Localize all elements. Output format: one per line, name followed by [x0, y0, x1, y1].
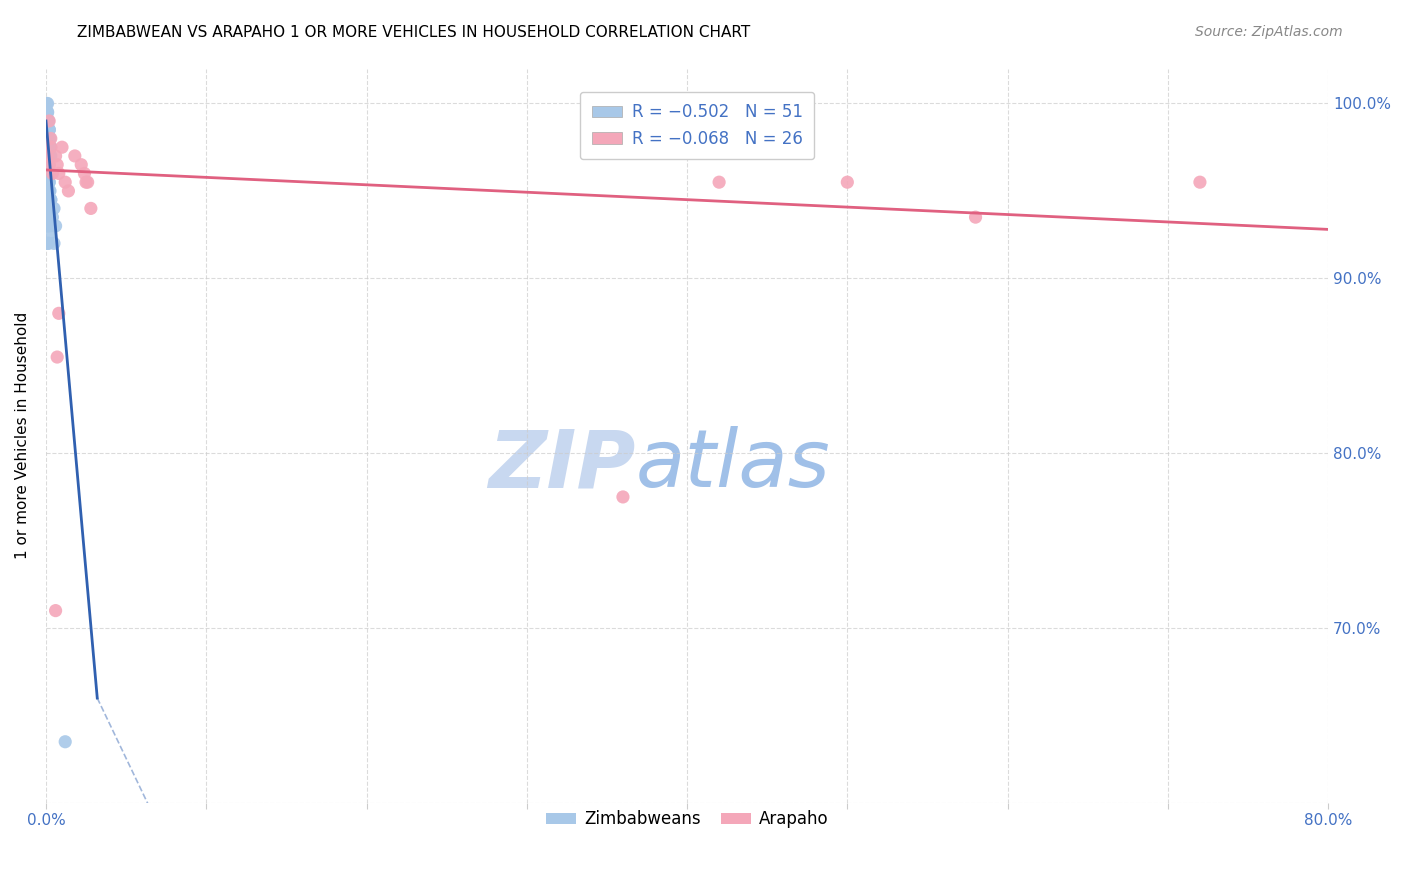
Point: [58, 184, 80, 198]
Point: [837, 175, 859, 189]
Point: [37, 236, 59, 251]
Point: [48, 166, 70, 180]
Point: [46, 350, 69, 364]
Point: [37, 149, 59, 163]
Point: [39, 140, 62, 154]
Point: [37, 114, 59, 128]
Point: [39, 184, 62, 198]
Point: [53, 735, 76, 749]
Point: [38, 158, 60, 172]
Point: [39, 140, 62, 154]
Point: [48, 306, 70, 320]
Point: [39, 131, 62, 145]
Point: [53, 175, 76, 189]
Point: [37, 122, 59, 136]
Point: [38, 219, 60, 233]
Point: [38, 122, 60, 136]
Point: [73, 166, 96, 180]
Point: [39, 193, 62, 207]
Point: [37, 210, 59, 224]
Point: [37, 131, 59, 145]
Point: [37, 158, 59, 172]
Text: Source: ZipAtlas.com: Source: ZipAtlas.com: [1195, 25, 1343, 39]
Text: ZIP: ZIP: [488, 426, 636, 504]
Point: [35, 96, 58, 111]
Point: [37, 202, 59, 216]
Point: [39, 131, 62, 145]
Point: [45, 219, 67, 233]
Legend: Zimbabweans, Arapaho: Zimbabweans, Arapaho: [538, 804, 835, 835]
Point: [38, 184, 60, 198]
Point: [39, 149, 62, 163]
Point: [1188, 175, 1211, 189]
Point: [38, 158, 60, 172]
Point: [37, 158, 59, 172]
Point: [37, 149, 59, 163]
Point: [37, 184, 59, 198]
Point: [37, 166, 59, 180]
Point: [42, 236, 65, 251]
Text: atlas: atlas: [636, 426, 831, 504]
Point: [70, 158, 93, 172]
Point: [75, 175, 97, 189]
Point: [39, 193, 62, 207]
Point: [42, 202, 65, 216]
Point: [38, 175, 60, 189]
Point: [37, 96, 59, 111]
Point: [38, 122, 60, 136]
Point: [37, 140, 59, 154]
Point: [37, 114, 59, 128]
Point: [38, 175, 60, 189]
Point: [37, 193, 59, 207]
Point: [37, 114, 59, 128]
Point: [45, 149, 67, 163]
Point: [37, 236, 59, 251]
Point: [37, 166, 59, 180]
Point: [80, 202, 103, 216]
Point: [707, 175, 730, 189]
Point: [37, 105, 59, 120]
Y-axis label: 1 or more Vehicles in Household: 1 or more Vehicles in Household: [15, 312, 30, 559]
Point: [38, 114, 60, 128]
Point: [38, 149, 60, 163]
Point: [39, 140, 62, 154]
Point: [37, 202, 59, 216]
Point: [76, 175, 98, 189]
Point: [37, 219, 59, 233]
Point: [37, 131, 59, 145]
Point: [37, 149, 59, 163]
Text: ZIMBABWEAN VS ARAPAHO 1 OR MORE VEHICLES IN HOUSEHOLD CORRELATION CHART: ZIMBABWEAN VS ARAPAHO 1 OR MORE VEHICLES…: [77, 25, 751, 40]
Point: [46, 158, 69, 172]
Point: [37, 140, 59, 154]
Point: [37, 105, 59, 120]
Point: [612, 490, 634, 504]
Point: [63, 149, 86, 163]
Point: [45, 604, 67, 618]
Point: [38, 227, 60, 242]
Point: [37, 114, 59, 128]
Point: [38, 122, 60, 136]
Point: [38, 140, 60, 154]
Point: [965, 210, 987, 224]
Point: [51, 140, 73, 154]
Point: [41, 210, 63, 224]
Point: [41, 166, 63, 180]
Point: [38, 166, 60, 180]
